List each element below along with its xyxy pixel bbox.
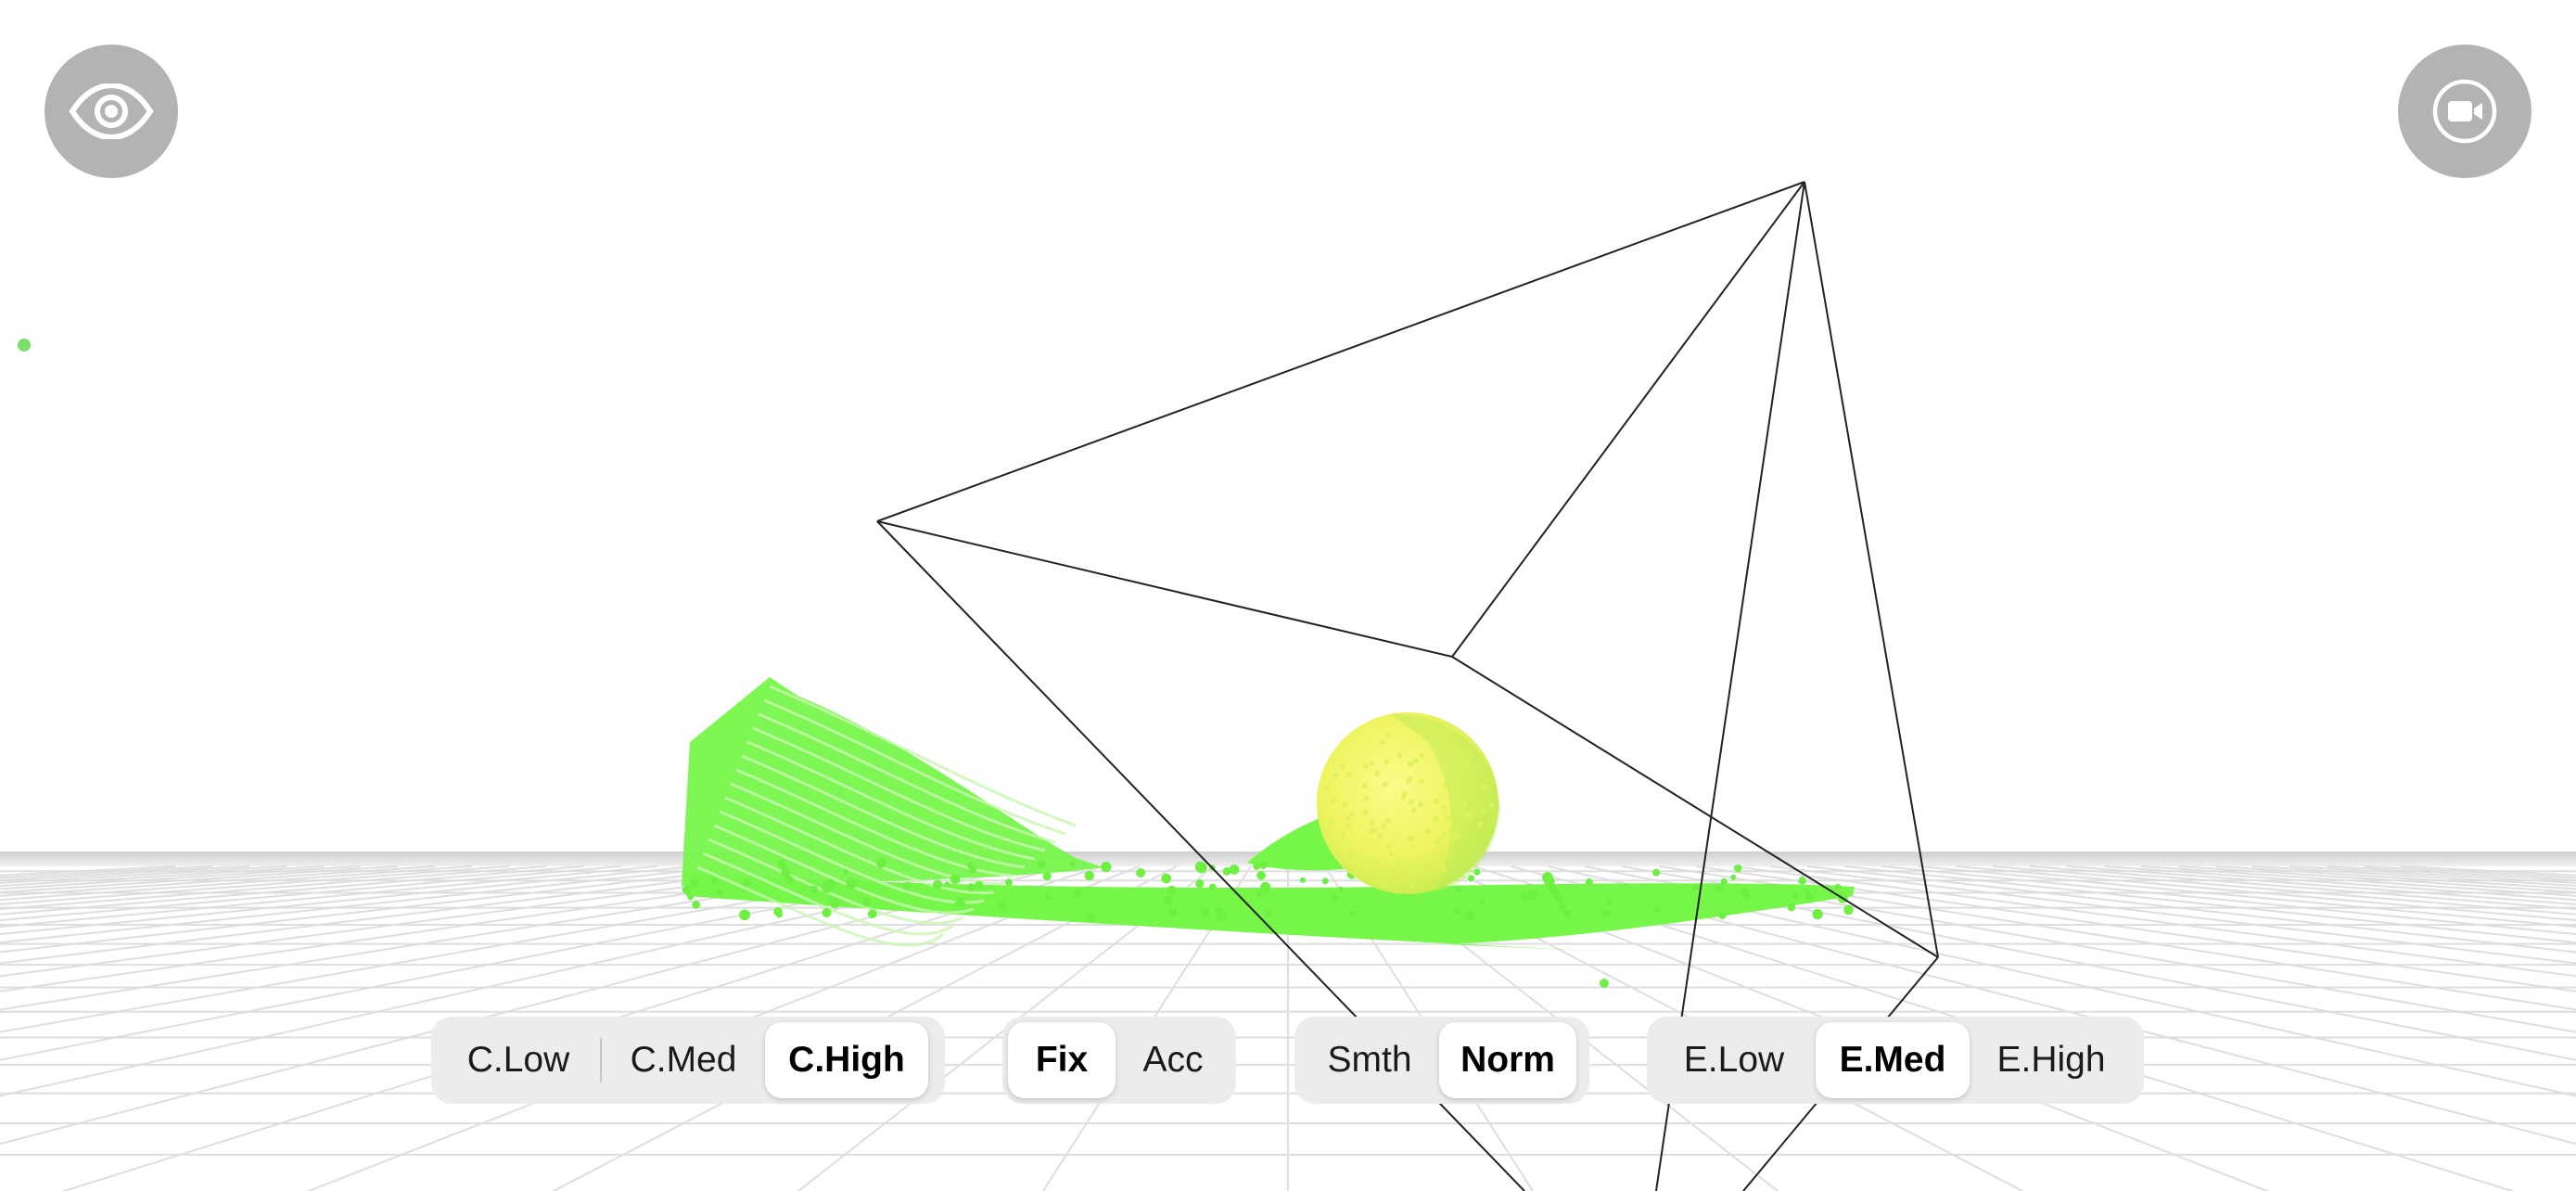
confidence-med-option[interactable]: C.Med [630, 1040, 737, 1080]
visibility-toggle-button[interactable] [45, 45, 178, 178]
mode-acc-option[interactable]: Acc [1142, 1040, 1204, 1080]
exposure-low-option[interactable]: E.Low [1683, 1040, 1785, 1080]
exposure-med-option[interactable]: E.Med [1816, 1022, 1970, 1098]
exposure-segmented-control: E.Low E.Med E.High [1647, 1017, 2144, 1104]
mode-fix-option[interactable]: Fix [1008, 1022, 1116, 1098]
shading-segmented-control: Smth Norm [1294, 1017, 1589, 1104]
mode-segmented-control: Fix Acc [1002, 1017, 1236, 1104]
record-video-button[interactable] [2398, 45, 2531, 178]
exposure-high-option[interactable]: E.High [1996, 1040, 2106, 1080]
shading-smooth-option[interactable]: Smth [1327, 1040, 1412, 1080]
shading-normal-option[interactable]: Norm [1439, 1022, 1576, 1098]
segment-divider [600, 1038, 602, 1082]
confidence-segmented-control: C.Low C.Med C.High [431, 1017, 945, 1104]
stray-point [1600, 979, 1609, 988]
confidence-low-option[interactable]: C.Low [466, 1040, 570, 1080]
stray-point [18, 339, 31, 352]
eye-icon [69, 83, 154, 139]
camera-frustum [876, 181, 1939, 1191]
sphere-point-cloud [1317, 712, 1500, 894]
point-cloud-floor [682, 677, 1855, 952]
video-camera-icon [2432, 79, 2497, 144]
confidence-high-option[interactable]: C.High [765, 1022, 928, 1098]
